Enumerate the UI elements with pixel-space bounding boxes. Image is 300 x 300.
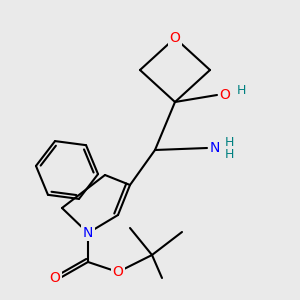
Text: O: O: [169, 31, 180, 45]
Text: H: H: [236, 83, 246, 97]
Text: H: H: [224, 136, 234, 148]
Text: H: H: [224, 148, 234, 160]
Text: N: N: [83, 226, 93, 240]
Text: O: O: [50, 271, 60, 285]
Text: O: O: [112, 265, 123, 279]
Text: O: O: [220, 88, 230, 102]
Text: N: N: [210, 141, 220, 155]
